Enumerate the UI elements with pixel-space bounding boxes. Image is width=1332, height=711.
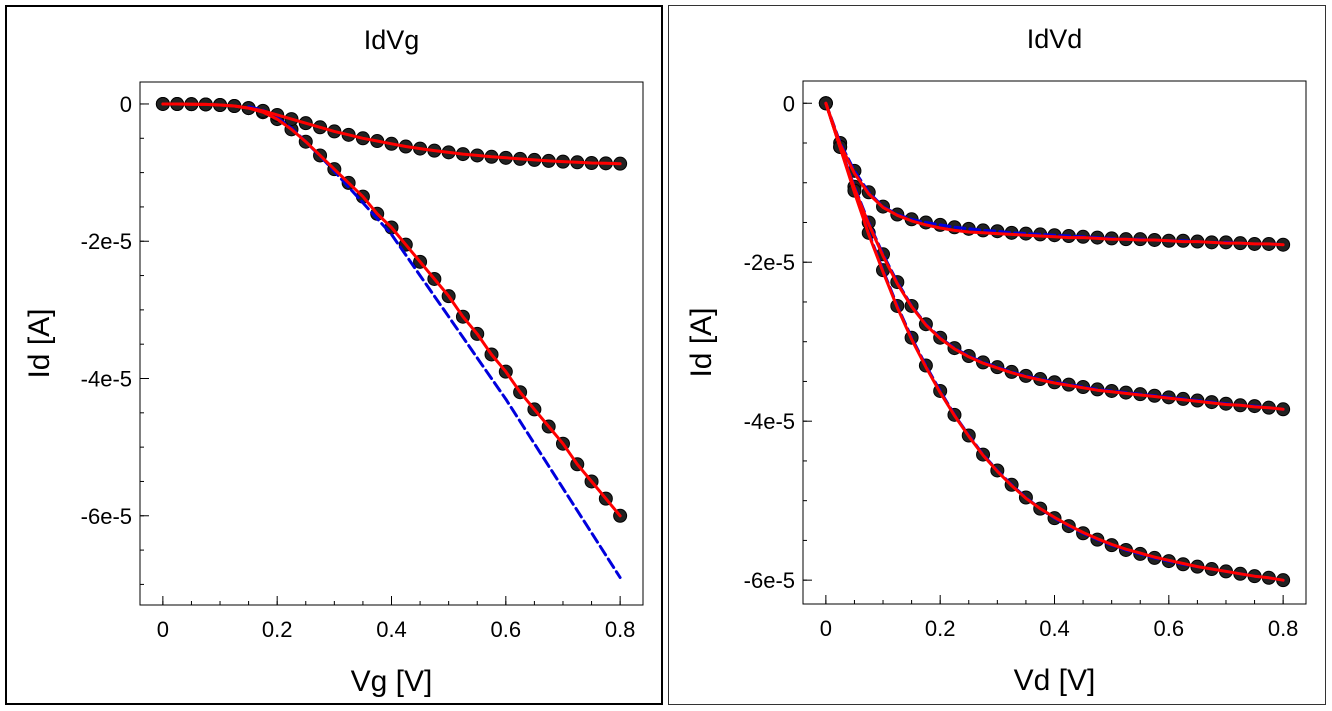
idvd-chart-panel: IdVd 0 0.2 0.4 0.6 0.8 0 -2e-5 -4e-5 -6e-5 Vd [V] I… xyxy=(668,5,1326,705)
y-tick-label: -4e-5 xyxy=(81,367,132,392)
fit-line-red xyxy=(161,102,622,166)
y-tick-label: 0 xyxy=(120,92,132,117)
y-tick-label: -2e-5 xyxy=(744,250,795,275)
fit-line-red xyxy=(824,101,1285,411)
x-axis-label: Vg [V] xyxy=(351,665,433,698)
x-tick-label: 0 xyxy=(820,616,832,641)
chart-title: IdVg xyxy=(364,25,420,55)
idvg-chart-panel: IdVg 0 0.2 0.4 0.6 0.8 0 -2e-5 -4e-5 -6e-5 Vg [V] I… xyxy=(5,5,663,705)
y-axis-label: Id [A] xyxy=(685,307,718,377)
x-tick-label: 0.4 xyxy=(376,617,407,642)
idvg-chart: IdVg 0 0.2 0.4 0.6 0.8 0 -2e-5 -4e-5 -6e-5 Vg [V] I… xyxy=(23,25,644,698)
x-tick-label: 0.6 xyxy=(491,617,522,642)
x-tick-label: 0 xyxy=(157,617,169,642)
y-tick-label: -6e-5 xyxy=(81,504,132,529)
x-tick-label: 0.2 xyxy=(262,617,293,642)
x-axis-label: Vd [V] xyxy=(1014,664,1096,697)
y-tick-label: 0 xyxy=(783,91,795,116)
x-tick-label: 0.6 xyxy=(1154,616,1185,641)
plot-area-frame xyxy=(802,80,1307,605)
x-tick-label: 0.8 xyxy=(1268,616,1299,641)
fit-line-blue-dashed xyxy=(247,105,622,579)
fit-line-blue-dashed xyxy=(824,101,1285,247)
y-tick-label: -2e-5 xyxy=(81,229,132,254)
x-tick-label: 0.2 xyxy=(925,616,956,641)
y-axis-label: Id [A] xyxy=(23,308,56,378)
plot-series-group xyxy=(155,96,628,579)
fit-line-red xyxy=(824,101,1285,582)
fit-line-blue-dashed xyxy=(824,101,1285,582)
y-tick-label: -4e-5 xyxy=(744,409,795,434)
fit-line-blue-dashed xyxy=(824,101,1285,411)
fit-line-red xyxy=(824,101,1285,247)
x-tick-label: 0.4 xyxy=(1039,616,1070,641)
idvd-chart: IdVd 0 0.2 0.4 0.6 0.8 0 -2e-5 -4e-5 -6e-5 Vd [V] I… xyxy=(685,24,1307,697)
plot-series-group xyxy=(818,96,1291,588)
y-tick-label: -6e-5 xyxy=(744,568,795,593)
x-tick-label: 0.8 xyxy=(605,617,636,642)
chart-title: IdVd xyxy=(1027,24,1083,54)
